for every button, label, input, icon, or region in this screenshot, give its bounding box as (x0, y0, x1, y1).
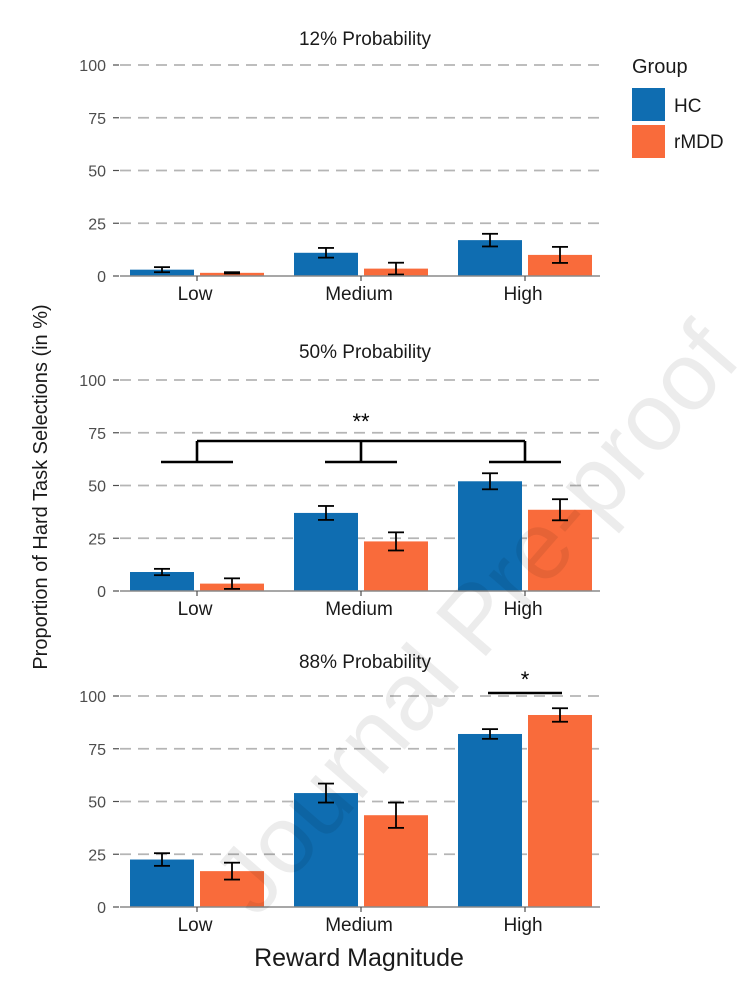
y-tick-label: 0 (97, 900, 106, 917)
error-bar (318, 505, 334, 521)
error-bar (318, 782, 334, 804)
bar-hc-high (458, 481, 522, 591)
y-tick-label: 0 (97, 269, 106, 286)
significance-bracket: * (488, 667, 562, 695)
y-tick-label: 75 (88, 742, 106, 759)
y-tick-label: 75 (88, 111, 106, 128)
x-axis-title: Reward Magnitude (254, 944, 464, 972)
legend-key-rmdd (632, 125, 665, 158)
legend-label-hc: HC (674, 96, 701, 117)
x-tick-label: Low (178, 599, 213, 620)
bar-hc-low (130, 859, 194, 907)
error-bar (552, 498, 568, 522)
panel-title: 88% Probability (299, 652, 432, 673)
x-tick-label: High (503, 599, 542, 620)
x-tick-label: High (503, 915, 542, 936)
panel-3: 88% Probability 0 25 50 75 100 Low Medium High * (79, 652, 600, 936)
x-tick-label: Medium (325, 915, 393, 936)
error-bar (224, 861, 240, 881)
y-tick-label: 100 (79, 689, 106, 706)
y-tick-label: 25 (88, 531, 106, 548)
error-bar (224, 271, 240, 275)
bar-rmdd-high (528, 509, 592, 591)
x-tick-label: High (503, 284, 542, 305)
panel-title: 12% Probability (299, 29, 432, 50)
error-bar (388, 531, 404, 552)
y-tick-label: 100 (79, 373, 106, 390)
bar-hc-medium (294, 793, 358, 907)
x-tick-label: Low (178, 284, 213, 305)
y-tick-label: 25 (88, 216, 106, 233)
y-tick-label: 50 (88, 479, 106, 496)
bar-rmdd-low (200, 272, 264, 276)
panel-1: 12% Probability 0 25 50 75 100 Low Medium High (79, 29, 600, 305)
y-axis-title: Proportion of Hard Task Selections (in %… (30, 304, 52, 669)
y-tick-label: 75 (88, 426, 106, 443)
y-tick-label: 0 (97, 584, 106, 601)
bar-hc-low (130, 572, 194, 591)
x-tick-label: Medium (325, 284, 393, 305)
significance-label: * (521, 667, 530, 692)
significance-label: ** (352, 409, 370, 434)
bar-rmdd-medium (364, 815, 428, 907)
y-tick-label: 25 (88, 847, 106, 864)
bar-rmdd-high (528, 254, 592, 276)
x-tick-label: Medium (325, 599, 393, 620)
legend: Group HC rMDD (632, 56, 724, 158)
error-bar (388, 261, 404, 276)
panel-2: 50% Probability 0 25 50 75 100 Low Medium High ** (79, 342, 600, 620)
y-tick-label: 100 (79, 58, 106, 75)
error-bar (154, 567, 170, 577)
panel-title: 50% Probability (299, 342, 432, 363)
legend-title: Group (632, 56, 688, 78)
error-bar (482, 232, 498, 248)
significance-bracket: ** (161, 409, 561, 464)
x-tick-label: Low (178, 915, 213, 936)
legend-label-rmdd: rMDD (674, 132, 724, 153)
error-bar (318, 247, 334, 259)
y-tick-label: 50 (88, 795, 106, 812)
bar-rmdd-high (528, 714, 592, 907)
error-bar (482, 728, 498, 740)
y-tick-label: 50 (88, 164, 106, 181)
error-bar (388, 801, 404, 829)
error-bar (154, 266, 170, 274)
error-bar (224, 577, 240, 590)
error-bar (154, 852, 170, 867)
error-bar (552, 245, 568, 264)
bar-hc-high (458, 733, 522, 907)
legend-key-hc (632, 88, 665, 121)
error-bar (552, 707, 568, 723)
error-bar (482, 472, 498, 491)
bar-hc-medium (294, 252, 358, 276)
bar-hc-medium (294, 512, 358, 591)
